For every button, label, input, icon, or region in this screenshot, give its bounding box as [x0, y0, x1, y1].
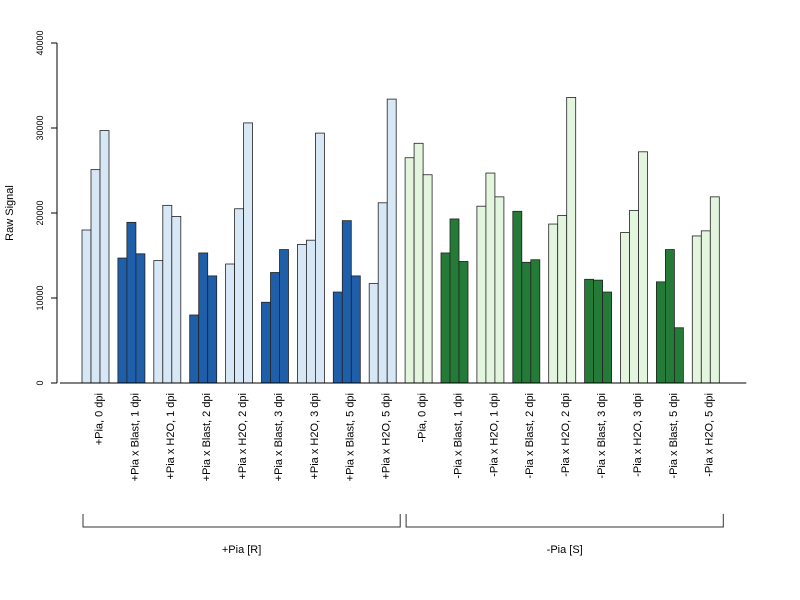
- bar: [332, 291, 343, 384]
- category-label: +Pia x Blast, 1 dpi: [129, 393, 141, 481]
- bar: [377, 202, 388, 384]
- bar: [700, 230, 711, 384]
- bar: [296, 244, 307, 384]
- bar: [270, 272, 280, 384]
- bar: [584, 278, 594, 384]
- bar: [458, 261, 469, 384]
- bar: [404, 157, 415, 384]
- bar: [279, 249, 289, 384]
- bar: [449, 218, 460, 384]
- bar: [593, 279, 603, 384]
- bar: [422, 174, 433, 384]
- group-brackets: +Pia [R] -Pia [S]: [82, 514, 724, 556]
- y-tick-label: 0: [35, 380, 45, 385]
- category-label: +Pia x Blast, 2 dpi: [201, 393, 213, 481]
- bar: [413, 142, 424, 384]
- category-label: +Pia x H2O, 2 dpi: [237, 393, 249, 480]
- bar: [691, 235, 702, 384]
- bar: [171, 215, 182, 384]
- bar: [261, 301, 271, 384]
- bar: [225, 263, 236, 384]
- category-label: -Pia x H2O, 2 dpi: [560, 393, 572, 477]
- bar: [620, 232, 630, 384]
- y-tick-label: 10000: [35, 285, 45, 310]
- bar: [709, 196, 720, 384]
- category-label: -Pia x H2O, 1 dpi: [488, 393, 500, 477]
- bar: [638, 151, 648, 384]
- category-label: +Pia x H2O, 3 dpi: [309, 393, 321, 480]
- bar: [90, 169, 101, 384]
- bar: [207, 275, 218, 384]
- bar: [81, 229, 92, 384]
- category-label: +Pia, 0 dpi: [93, 393, 105, 445]
- bar: [674, 327, 684, 384]
- bar: [665, 249, 675, 384]
- bar: [198, 252, 209, 384]
- bars-layer: [81, 97, 720, 384]
- bar: [485, 172, 496, 384]
- category-label: +Pia x Blast, 3 dpi: [273, 393, 285, 481]
- category-label: +Pia x Blast, 5 dpi: [345, 393, 357, 481]
- bar: [189, 314, 200, 384]
- bar: [99, 130, 110, 384]
- y-axis-title: Raw Signal: [4, 185, 16, 241]
- bar: [530, 259, 541, 384]
- y-tick-label: 40000: [35, 30, 45, 55]
- category-label: -Pia x Blast, 3 dpi: [596, 393, 608, 479]
- y-tick-label: 20000: [35, 200, 45, 225]
- category-label: -Pia x Blast, 1 dpi: [452, 393, 464, 479]
- bar: [314, 132, 325, 384]
- bar: [386, 98, 397, 384]
- bar: [234, 208, 245, 384]
- category-label: +Pia x H2O, 1 dpi: [165, 393, 177, 480]
- bar: [557, 215, 568, 384]
- bar: [350, 275, 361, 384]
- bar: [305, 239, 316, 384]
- group-bracket: [82, 514, 401, 528]
- bar: [548, 223, 559, 384]
- category-label: -Pia x H2O, 3 dpi: [632, 393, 644, 477]
- bar: [440, 252, 451, 384]
- bar: [602, 291, 612, 384]
- bar: [117, 257, 128, 384]
- group-label: -Pia [S]: [547, 544, 583, 556]
- bar: [512, 210, 523, 384]
- bar: [135, 253, 146, 384]
- category-label: -Pia x Blast, 2 dpi: [524, 393, 536, 479]
- y-axis: 0 10000 20000 30000 40000: [35, 30, 58, 386]
- y-tick-label: 30000: [35, 115, 45, 140]
- bar: [162, 204, 173, 384]
- group-bracket: [405, 514, 724, 528]
- bar: [494, 196, 505, 384]
- bar: [629, 210, 639, 384]
- bar: [656, 281, 666, 384]
- group-label: +Pia [R]: [222, 544, 261, 556]
- category-label: -Pia x H2O, 5 dpi: [704, 393, 716, 477]
- category-label: -Pia x Blast, 5 dpi: [668, 393, 680, 479]
- bar: [341, 220, 352, 384]
- bar: [126, 221, 137, 384]
- bar: [566, 97, 577, 384]
- category-label: -Pia, 0 dpi: [416, 393, 428, 443]
- category-labels: +Pia, 0 dpi +Pia x Blast, 1 dpi +Pia x H2O…: [93, 393, 715, 481]
- bar: [368, 283, 379, 384]
- bar: [153, 260, 164, 384]
- category-label: +Pia x H2O, 5 dpi: [381, 393, 393, 480]
- bar: [476, 205, 487, 384]
- bar: [243, 122, 254, 384]
- bar: [521, 261, 532, 384]
